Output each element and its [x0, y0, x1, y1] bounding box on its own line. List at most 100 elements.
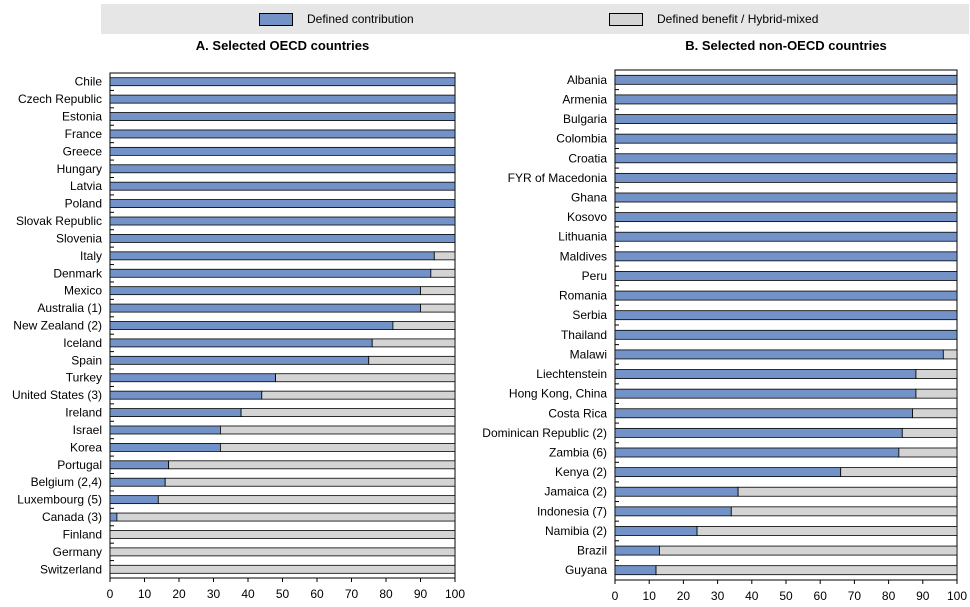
bar-a-mexico-dc	[109, 286, 421, 296]
x-tick-label-b-20: 20	[677, 589, 691, 603]
bar-a-spain-db	[368, 355, 456, 365]
category-label-a-denmark: Denmark	[53, 266, 103, 280]
bar-a-canada-3-db	[116, 512, 456, 522]
x-tick-label-a-80: 80	[379, 587, 393, 601]
bar-a-iceland-db	[371, 338, 456, 348]
category-label-a-switzerland: Switzerland	[40, 562, 102, 576]
bar-a-ireland-dc	[109, 408, 242, 417]
legend-label-db: Defined benefit / Hybrid-mixed	[657, 12, 819, 26]
bar-b-croatia-dc	[614, 153, 958, 164]
bar-a-australia-1-dc	[109, 303, 421, 313]
bar-b-liechtenstein-dc	[614, 369, 917, 379]
bar-a-spain-dc	[109, 355, 370, 365]
bar-a-latvia-dc	[109, 181, 456, 191]
bar-a-united-states-3-dc	[109, 390, 263, 400]
category-label-a-latvia: Latvia	[70, 179, 102, 193]
category-label-a-belgium-2-4: Belgium (2,4)	[31, 475, 102, 489]
category-label-b-kosovo: Kosovo	[567, 210, 607, 224]
bar-a-turkey-db	[275, 373, 456, 383]
legend-item-defined-contribution: Defined contribution	[259, 4, 414, 34]
category-label-b-indonesia-7: Indonesia (7)	[537, 504, 607, 518]
category-label-b-costa-rica: Costa Rica	[548, 406, 607, 420]
bar-b-albania-dc	[614, 74, 958, 85]
legend: Defined contribution Defined benefit / H…	[101, 4, 969, 34]
legend-label-dc: Defined contribution	[307, 12, 414, 26]
bar-a-turkey-dc	[109, 373, 277, 383]
bar-b-armenia-dc	[614, 94, 958, 105]
category-label-b-albania: Albania	[567, 73, 607, 87]
category-label-b-hong-kong-china: Hong Kong, China	[509, 387, 607, 401]
bar-a-belgium-2-4-dc	[109, 477, 166, 487]
category-label-a-spain: Spain	[71, 353, 102, 367]
category-label-b-ghana: Ghana	[571, 191, 607, 205]
x-tick-label-b-100: 100	[947, 589, 967, 603]
x-tick-label-a-0: 0	[107, 587, 114, 601]
bar-a-israel-db	[219, 425, 456, 435]
category-label-a-czech-republic: Czech Republic	[18, 92, 102, 106]
bar-a-luxembourg-5-dc	[109, 495, 159, 505]
legend-swatch-dc	[259, 12, 293, 26]
bar-b-malawi-dc	[614, 349, 944, 360]
bar-b-kosovo-dc	[614, 212, 958, 223]
category-label-a-canada-3: Canada (3)	[42, 510, 102, 524]
category-label-a-mexico: Mexico	[64, 284, 102, 298]
bar-b-bulgaria-dc	[614, 114, 958, 124]
bar-a-portugal-dc	[109, 460, 170, 470]
category-label-a-ireland: Ireland	[65, 406, 102, 420]
x-tick-label-a-20: 20	[172, 587, 186, 601]
category-label-b-serbia: Serbia	[572, 308, 607, 322]
category-label-b-namibia-2: Namibia (2)	[545, 524, 607, 538]
bar-a-luxembourg-5-db	[157, 495, 456, 505]
bar-a-finland-db	[109, 530, 456, 539]
category-label-a-hungary: Hungary	[57, 162, 102, 176]
category-label-b-armenia: Armenia	[562, 92, 607, 106]
bar-b-peru-dc	[614, 271, 958, 281]
bar-b-kenya-2-dc	[614, 467, 842, 478]
category-label-b-croatia: Croatia	[568, 151, 607, 165]
bar-b-indonesia-7-dc	[614, 506, 732, 517]
bar-b-ghana-dc	[614, 192, 958, 203]
x-tick-label-b-70: 70	[848, 589, 862, 603]
x-tick-label-b-30: 30	[711, 589, 725, 603]
bar-a-korea-db	[219, 442, 456, 452]
bar-a-italy-dc	[109, 251, 435, 261]
bar-a-chile-dc	[109, 77, 456, 87]
category-label-a-france: France	[65, 127, 103, 141]
x-tick-label-b-80: 80	[882, 589, 896, 603]
bar-b-namibia-2-dc	[614, 526, 698, 536]
category-label-a-korea: Korea	[70, 440, 102, 454]
bar-a-slovak-republic-dc	[109, 216, 456, 226]
x-tick-label-a-100: 100	[445, 587, 465, 601]
bar-a-germany-db	[109, 547, 456, 557]
category-label-a-luxembourg-5: Luxembourg (5)	[17, 493, 102, 507]
category-label-a-australia-1: Australia (1)	[37, 301, 102, 315]
category-label-b-zambia-6: Zambia (6)	[549, 446, 607, 460]
bar-a-poland-dc	[109, 199, 456, 209]
bar-a-denmark-db	[430, 268, 456, 278]
x-tick-label-a-10: 10	[138, 587, 152, 601]
bar-a-switzerland-db	[109, 564, 456, 574]
bar-a-slovenia-dc	[109, 234, 456, 243]
x-tick-label-a-90: 90	[414, 587, 428, 601]
bar-a-iceland-dc	[109, 338, 373, 348]
category-label-b-peru: Peru	[582, 269, 607, 283]
category-label-b-maldives: Maldives	[560, 249, 607, 263]
bar-b-serbia-dc	[614, 310, 958, 321]
x-tick-label-b-60: 60	[814, 589, 828, 603]
bar-a-korea-dc	[109, 442, 221, 452]
bar-b-guyana-db	[655, 565, 958, 576]
category-label-a-chile: Chile	[75, 75, 103, 89]
category-label-b-romania: Romania	[559, 289, 607, 303]
category-label-a-slovak-republic: Slovak Republic	[16, 214, 102, 228]
bar-b-malawi-db	[942, 349, 958, 360]
category-label-a-estonia: Estonia	[62, 110, 102, 124]
panel-a-title: A. Selected OECD countries	[195, 38, 370, 53]
bar-b-lithuania-dc	[614, 231, 958, 242]
category-label-b-guyana: Guyana	[565, 563, 607, 577]
category-label-b-kenya-2: Kenya (2)	[555, 465, 607, 479]
panel-b-title: B. Selected non-OECD countries	[685, 38, 887, 53]
bar-b-hong-kong-china-db	[915, 388, 958, 399]
x-tick-label-b-10: 10	[643, 589, 657, 603]
category-label-b-malawi: Malawi	[570, 347, 607, 361]
x-tick-label-a-60: 60	[310, 587, 324, 601]
